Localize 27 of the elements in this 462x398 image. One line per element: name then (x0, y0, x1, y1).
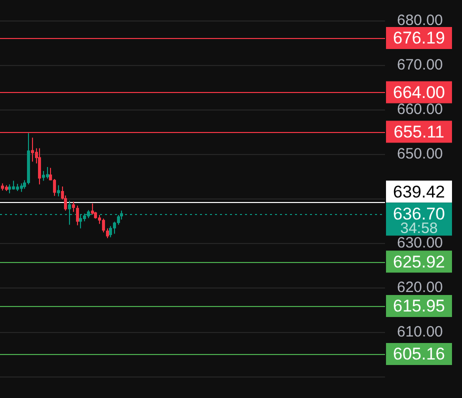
candlestick (72, 201, 75, 212)
y-tick-label: 680.00 (397, 12, 443, 30)
candlestick (109, 226, 112, 238)
ref-line-label: 664.00 (393, 82, 445, 102)
candlestick (102, 218, 105, 233)
candlestick (117, 214, 120, 226)
candlestick (76, 205, 79, 226)
candlestick (57, 184, 60, 197)
y-tick-label: 660.00 (397, 101, 443, 118)
candlestick (42, 170, 45, 182)
y-tick-label: 650.00 (397, 146, 443, 163)
ref-line-label: 615.95 (393, 296, 445, 316)
ref-line-label: 655.11 (394, 122, 444, 142)
candlestick (106, 228, 109, 239)
ref-line-label: 625.92 (393, 252, 445, 272)
candlestick (91, 202, 94, 216)
ref-line-label: 605.16 (393, 344, 445, 364)
y-tick-label: 610.00 (397, 324, 443, 341)
candlestick (46, 166, 49, 180)
candlestick (31, 137, 34, 162)
ref-line-label: 639.42 (393, 182, 445, 202)
y-tick-label: 620.00 (397, 279, 443, 296)
candlestick (53, 178, 56, 196)
candlestick (38, 148, 41, 185)
ref-line-label: 676.19 (393, 28, 445, 48)
y-tick-label: 670.00 (397, 56, 443, 74)
y-tick-label: 630.00 (397, 234, 443, 252)
